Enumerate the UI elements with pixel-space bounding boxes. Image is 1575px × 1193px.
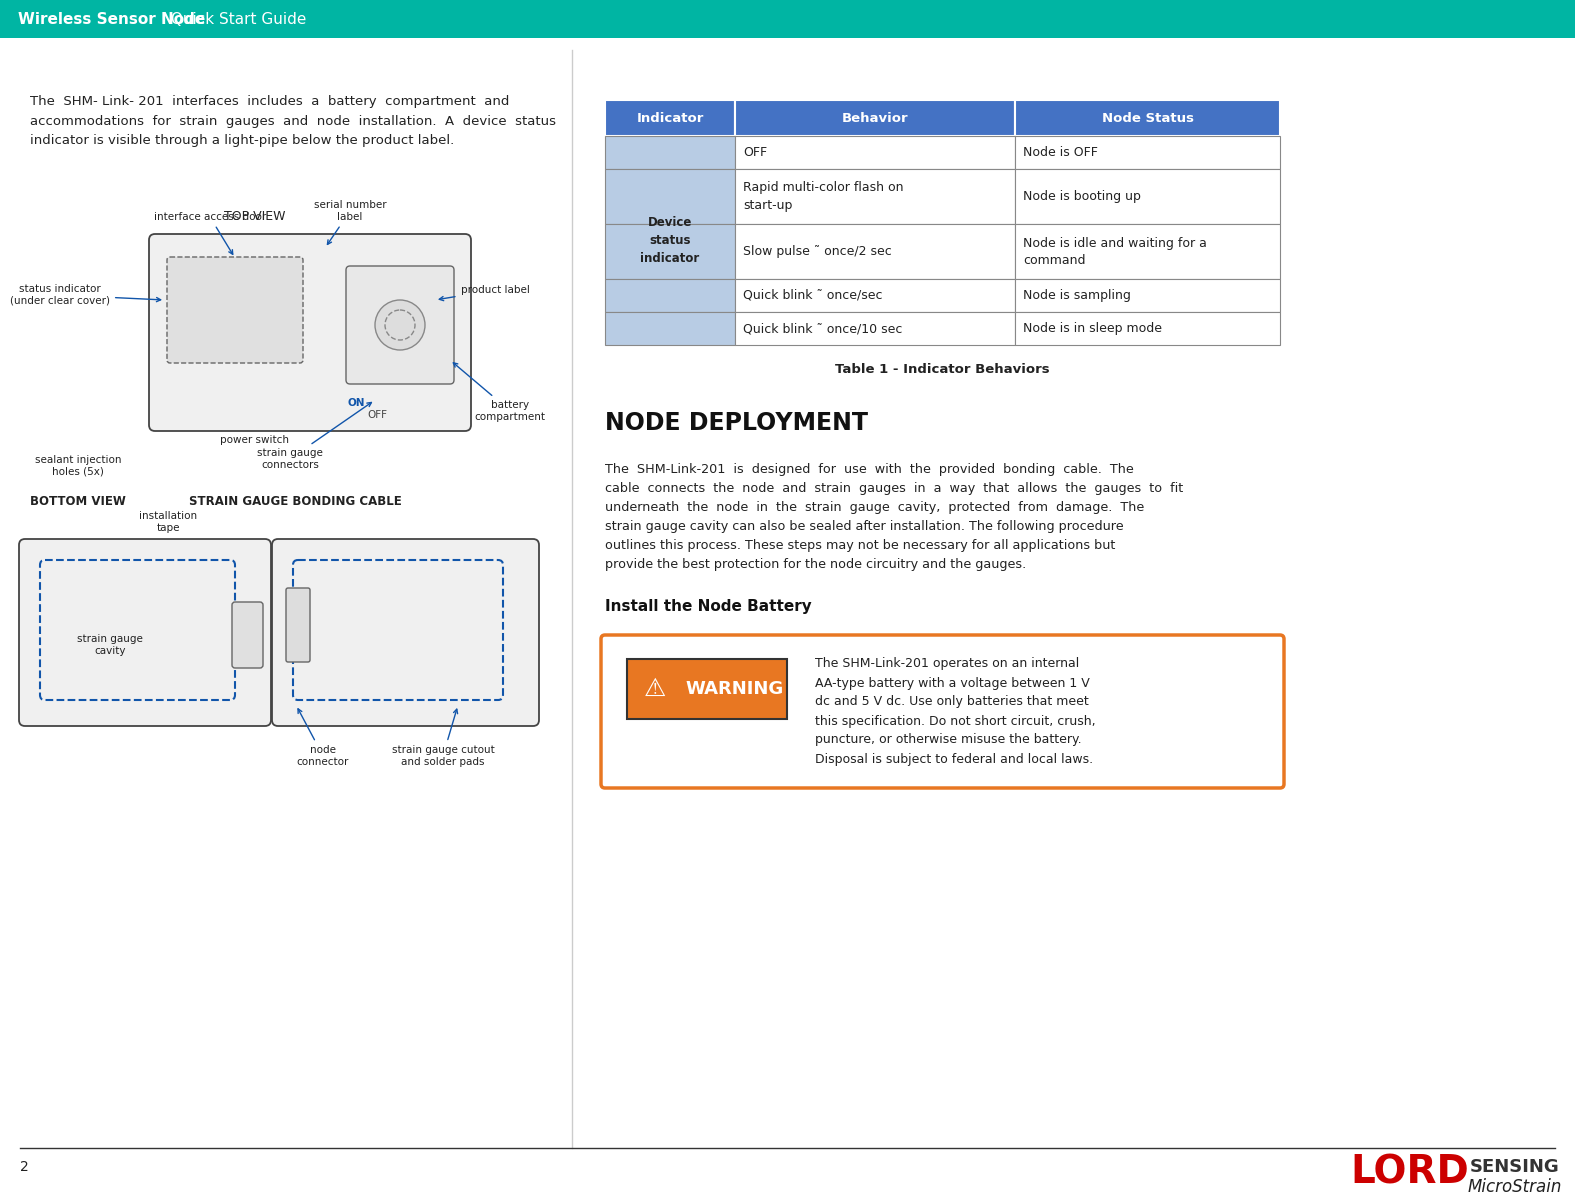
Text: Node Status: Node Status: [1101, 111, 1194, 124]
FancyBboxPatch shape: [150, 234, 471, 431]
Bar: [736, 136, 1014, 169]
Bar: [736, 224, 1014, 279]
Bar: [605, 136, 736, 169]
Text: Rapid multi-color flash on
start-up: Rapid multi-color flash on start-up: [743, 181, 904, 211]
Bar: [605, 313, 736, 345]
Text: Node is booting up: Node is booting up: [1024, 190, 1140, 203]
Text: interface access door: interface access door: [154, 212, 266, 254]
Bar: [736, 313, 1014, 345]
FancyBboxPatch shape: [346, 266, 454, 384]
Text: STRAIN GAUGE BONDING CABLE: STRAIN GAUGE BONDING CABLE: [189, 495, 402, 508]
Bar: [0, 0, 1575, 38]
Text: Node is idle and waiting for a
command: Node is idle and waiting for a command: [1024, 236, 1206, 266]
Text: BOTTOM VIEW: BOTTOM VIEW: [30, 495, 126, 508]
Bar: [1014, 224, 1280, 279]
Text: installation
tape: installation tape: [139, 511, 197, 532]
Text: strain gauge cavity can also be sealed after installation. The following procedu: strain gauge cavity can also be sealed a…: [605, 520, 1123, 533]
Bar: [1014, 313, 1280, 345]
Text: Node is OFF: Node is OFF: [1024, 146, 1098, 159]
Bar: [605, 169, 736, 224]
FancyBboxPatch shape: [602, 635, 1284, 789]
Text: node
connector: node connector: [296, 709, 350, 767]
Text: OFF: OFF: [743, 146, 767, 159]
Text: OFF: OFF: [367, 410, 387, 420]
Text: power switch: power switch: [221, 435, 290, 445]
Text: LORD: LORD: [1350, 1152, 1469, 1191]
FancyBboxPatch shape: [167, 256, 302, 363]
Text: Device
status
indicator: Device status indicator: [641, 216, 699, 265]
Text: Indicator: Indicator: [636, 111, 704, 124]
Text: 2: 2: [20, 1160, 28, 1174]
Text: Table 1 - Indicator Behaviors: Table 1 - Indicator Behaviors: [835, 363, 1051, 376]
Bar: [736, 100, 1014, 136]
Text: battery
compartment: battery compartment: [454, 363, 545, 421]
Text: Node is sampling: Node is sampling: [1024, 289, 1131, 302]
Text: TOP VIEW: TOP VIEW: [224, 210, 285, 223]
Bar: [1014, 169, 1280, 224]
Text: provide the best protection for the node circuitry and the gauges.: provide the best protection for the node…: [605, 558, 1027, 571]
FancyBboxPatch shape: [272, 539, 539, 727]
Bar: [1014, 279, 1280, 313]
Text: Install the Node Battery: Install the Node Battery: [605, 599, 811, 614]
Text: Quick blink ˜ once/sec: Quick blink ˜ once/sec: [743, 289, 882, 302]
Text: Wireless Sensor Node: Wireless Sensor Node: [17, 12, 205, 26]
Text: MicroStrain: MicroStrain: [1468, 1177, 1562, 1193]
Bar: [1014, 136, 1280, 169]
Text: sealant injection
holes (5x): sealant injection holes (5x): [35, 455, 121, 476]
Text: The  SHM-Link-201  is  designed  for  use  with  the  provided  bonding  cable. : The SHM-Link-201 is designed for use wit…: [605, 463, 1134, 476]
Text: Node is in sleep mode: Node is in sleep mode: [1024, 322, 1162, 335]
Text: underneath  the  node  in  the  strain  gauge  cavity,  protected  from  damage.: underneath the node in the strain gauge …: [605, 501, 1145, 514]
Bar: [605, 279, 736, 313]
Text: WARNING: WARNING: [685, 680, 784, 698]
Text: The  SHM- Link- 201  interfaces  includes  a  battery  compartment  and
accommod: The SHM- Link- 201 interfaces includes a…: [30, 95, 556, 147]
Text: product label: product label: [439, 285, 529, 301]
Circle shape: [375, 299, 425, 350]
Bar: [736, 169, 1014, 224]
Text: NODE DEPLOYMENT: NODE DEPLOYMENT: [605, 412, 868, 435]
FancyBboxPatch shape: [287, 588, 310, 662]
Bar: [605, 100, 736, 136]
Bar: [605, 224, 736, 279]
Text: status indicator
(under clear cover): status indicator (under clear cover): [9, 284, 161, 305]
Text: Slow pulse ˜ once/2 sec: Slow pulse ˜ once/2 sec: [743, 245, 891, 258]
Text: strain gauge cutout
and solder pads: strain gauge cutout and solder pads: [392, 709, 495, 767]
Text: Quick Start Guide: Quick Start Guide: [165, 12, 307, 26]
Text: Behavior: Behavior: [841, 111, 909, 124]
FancyBboxPatch shape: [232, 602, 263, 668]
Text: ON: ON: [346, 398, 364, 408]
Text: strain gauge
connectors: strain gauge connectors: [257, 402, 372, 470]
Text: outlines this process. These steps may not be necessary for all applications but: outlines this process. These steps may n…: [605, 539, 1115, 552]
Text: The SHM-Link-201 operates on an internal
AA-type battery with a voltage between : The SHM-Link-201 operates on an internal…: [814, 657, 1096, 766]
Text: ⚠: ⚠: [644, 676, 666, 701]
Text: SENSING: SENSING: [1469, 1158, 1559, 1176]
Text: serial number
label: serial number label: [313, 200, 386, 245]
Bar: [1014, 100, 1280, 136]
Text: strain gauge
cavity: strain gauge cavity: [77, 635, 143, 656]
FancyBboxPatch shape: [19, 539, 271, 727]
Text: Quick blink ˜ once/10 sec: Quick blink ˜ once/10 sec: [743, 322, 902, 335]
Bar: [736, 279, 1014, 313]
Text: cable  connects  the  node  and  strain  gauges  in  a  way  that  allows  the  : cable connects the node and strain gauge…: [605, 482, 1183, 495]
Bar: [627, 659, 788, 719]
